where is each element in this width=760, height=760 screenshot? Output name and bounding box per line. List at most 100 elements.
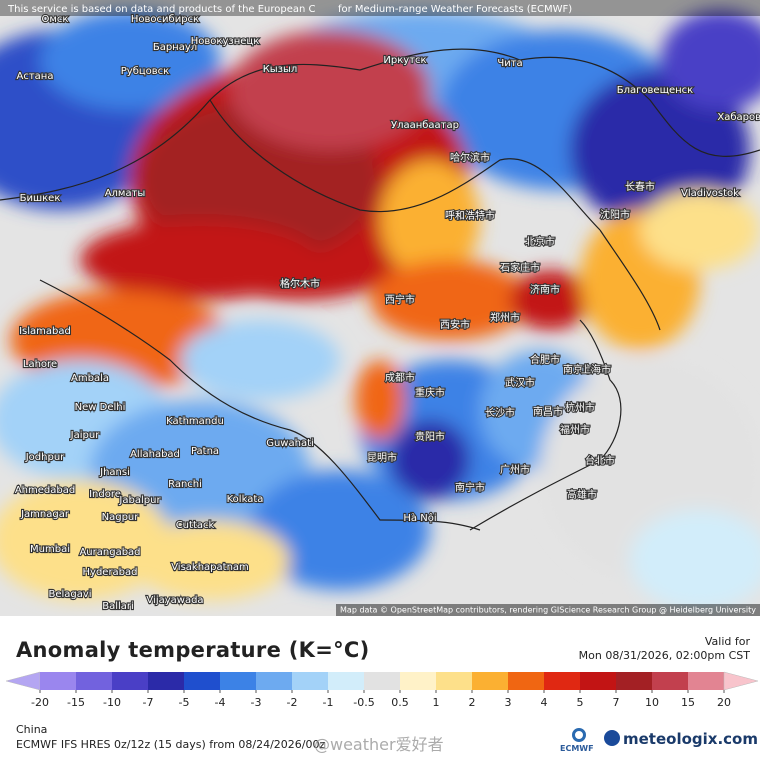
colorbar-tick-label: 4 bbox=[541, 696, 548, 709]
city-label: Lahore bbox=[23, 359, 57, 370]
city-label: Guwahati bbox=[266, 438, 314, 449]
city-label: Visakhapatnam bbox=[171, 562, 249, 573]
colorbar-arrow bbox=[723, 671, 759, 691]
colorbar-bin bbox=[220, 672, 256, 690]
colorbar-bin bbox=[436, 672, 472, 690]
city-label: 哈尔滨市 bbox=[450, 151, 490, 164]
colorbar-bin bbox=[40, 672, 76, 690]
ecmwf-icon bbox=[572, 728, 586, 742]
colorbar-bin bbox=[508, 672, 544, 690]
city-label: Иркутск bbox=[383, 55, 426, 66]
city-label: Рубцовск bbox=[121, 66, 169, 77]
colorbar-bin bbox=[292, 672, 328, 690]
city-label: 福州市 bbox=[560, 423, 590, 436]
city-label: Улаанбаатар bbox=[391, 120, 459, 131]
city-label: Vijayawada bbox=[146, 595, 203, 606]
colorbar-bin bbox=[328, 672, 364, 690]
city-label: 南宁市 bbox=[455, 481, 485, 494]
colorbar-tick-label: 3 bbox=[505, 696, 512, 709]
city-label: 台北市 bbox=[585, 454, 615, 467]
map: This service is based on data and produc… bbox=[0, 0, 760, 616]
city-label: 长春市 bbox=[625, 180, 655, 193]
meteologix-logo: meteologix.com bbox=[623, 730, 758, 748]
title: Anomaly temperature (K=°C) bbox=[16, 638, 370, 662]
city-label: Алматы bbox=[105, 188, 146, 199]
city-label: 格尔木市 bbox=[280, 277, 320, 290]
colorbar-bin bbox=[544, 672, 580, 690]
colorbar-tick-label: 7 bbox=[613, 696, 620, 709]
colorbar-tick-label: -15 bbox=[67, 696, 85, 709]
city-label: Vladivostok bbox=[681, 188, 739, 199]
city-label: Indore bbox=[89, 489, 121, 500]
colorbar-bin bbox=[76, 672, 112, 690]
colorbar-arrow bbox=[5, 671, 41, 691]
colorbar-bin bbox=[688, 672, 724, 690]
city-label: 合肥市 bbox=[530, 353, 560, 366]
city-label: Nagpur bbox=[102, 512, 140, 523]
meteologix-icon bbox=[604, 730, 620, 746]
city-label: 石家庄市 bbox=[500, 261, 540, 274]
colorbar-bin bbox=[148, 672, 184, 690]
city-label: Чита bbox=[497, 58, 522, 69]
credit-bar bbox=[336, 604, 760, 616]
notice: for Medium-range Weather Forecasts (ECMW… bbox=[338, 4, 572, 15]
colorbar-tick-label: 2 bbox=[469, 696, 476, 709]
city-label: Kathmandu bbox=[166, 416, 224, 427]
city-label: Новокузнецк bbox=[191, 36, 259, 47]
anomaly-field bbox=[0, 10, 760, 610]
colorbar-tick-label: -4 bbox=[215, 696, 226, 709]
city-label: Кызыл bbox=[263, 64, 298, 75]
city-label: 南京市 bbox=[563, 363, 593, 376]
city-label: Барнаул bbox=[153, 42, 197, 53]
city-label: 成都市 bbox=[385, 371, 415, 384]
city-label: 长沙市 bbox=[485, 406, 515, 419]
watermark: @weather爱好者 bbox=[314, 735, 444, 754]
colorbar-tick-label: 5 bbox=[577, 696, 584, 709]
city-label: 西宁市 bbox=[385, 293, 415, 306]
region: China bbox=[16, 723, 48, 736]
notice: This service is based on data and produc… bbox=[7, 4, 316, 15]
city-label: Омск bbox=[42, 14, 69, 25]
valid-time: Mon 08/31/2026, 02:00pm CST bbox=[578, 649, 750, 662]
map-credit: Map data © OpenStreetMap contributors, r… bbox=[340, 606, 756, 615]
city-label: Jhansi bbox=[99, 467, 130, 478]
city-label: Hà Nội bbox=[403, 512, 436, 524]
city-label: Ahmedabad bbox=[15, 485, 75, 496]
city-label: Jamnagar bbox=[20, 509, 70, 520]
city-label: Jodhpur bbox=[25, 452, 65, 463]
colorbar-tick-label: -7 bbox=[143, 696, 154, 709]
colorbar-bin bbox=[580, 672, 616, 690]
city-label: 昆明市 bbox=[367, 451, 397, 464]
city-label: Астана bbox=[17, 71, 54, 82]
city-label: Благовещенск bbox=[617, 85, 693, 96]
city-label: 武汉市 bbox=[505, 376, 535, 389]
colorbar-bin bbox=[472, 672, 508, 690]
city-label: Jaipur bbox=[70, 430, 101, 441]
city-label: Hyderabad bbox=[83, 567, 138, 578]
colorbar-bin bbox=[616, 672, 652, 690]
colorbar-tick-label: 1 bbox=[433, 696, 440, 709]
city-label: Islamabad bbox=[19, 326, 71, 337]
city-label: Kolkata bbox=[227, 494, 264, 505]
colorbar-tick-label: 10 bbox=[645, 696, 659, 709]
colorbar-bin bbox=[364, 672, 400, 690]
city-label: New Delhi bbox=[75, 402, 126, 413]
colorbar-tick-label: -3 bbox=[251, 696, 262, 709]
colorbar-tick-label: -2 bbox=[287, 696, 298, 709]
colorbar-tick-label: -20 bbox=[31, 696, 49, 709]
city-label: 郑州市 bbox=[490, 311, 520, 324]
city-label: 广州市 bbox=[500, 463, 530, 476]
city-label: Allahabad bbox=[130, 449, 180, 460]
city-label: Ballari bbox=[102, 601, 134, 612]
city-label: Ranchi bbox=[168, 479, 202, 490]
model-info: ECMWF IFS HRES 0z/12z (15 days) from 08/… bbox=[16, 738, 326, 751]
city-label: Хабаровск bbox=[717, 112, 760, 123]
city-label: 上海市 bbox=[581, 363, 611, 376]
colorbar: -20 -15 -10 -7 -5 -4 -3 -2 -1 -0.5 0.5 1 2 3 4 5 7 10 15 20 bbox=[5, 671, 759, 709]
city-label: Aurangabad bbox=[79, 547, 140, 558]
city-label: 西安市 bbox=[440, 318, 470, 331]
city-label: 杭州市 bbox=[565, 401, 595, 414]
city-label: 南昌市 bbox=[533, 405, 563, 418]
